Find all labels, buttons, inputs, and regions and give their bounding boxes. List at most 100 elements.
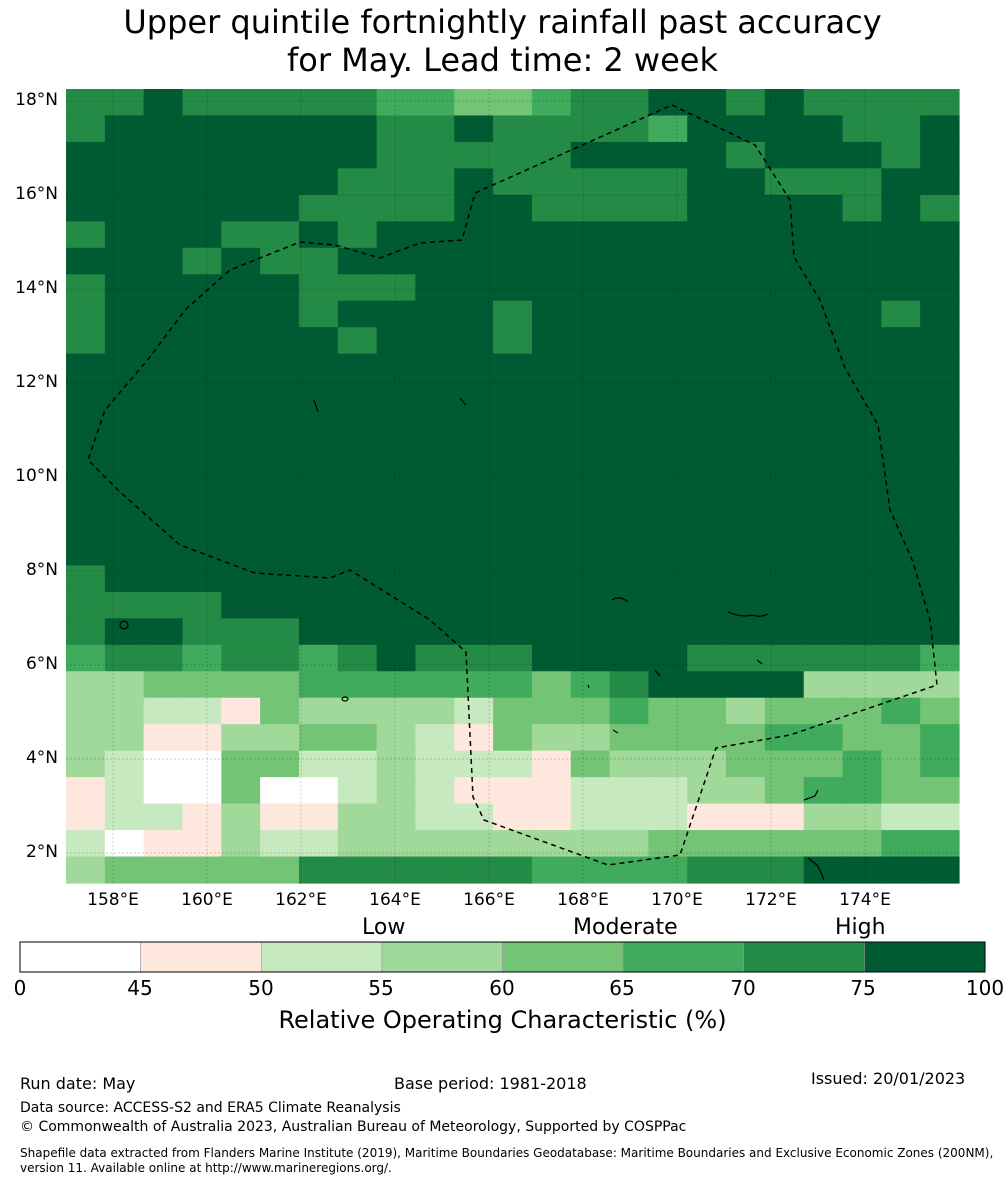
grid-cell	[66, 141, 106, 169]
grid-cell	[493, 777, 533, 805]
grid-cell	[66, 406, 106, 434]
grid-cell	[570, 274, 611, 302]
grid-cell	[337, 406, 378, 434]
grid-cell	[764, 777, 805, 805]
grid-cell	[726, 433, 766, 461]
grid-cell	[143, 89, 184, 117]
grid-cell	[221, 591, 261, 619]
grid-cell	[376, 300, 417, 328]
grid-cell	[260, 538, 300, 566]
grid-cell	[570, 724, 611, 752]
grid-cell	[920, 750, 960, 778]
grid-cell	[609, 803, 649, 831]
grid-cell	[260, 591, 300, 619]
grid-cell	[260, 697, 300, 725]
grid-cell	[182, 141, 222, 169]
grid-cell	[726, 353, 766, 381]
grid-cell	[609, 168, 649, 196]
colorbar-tick: 75	[850, 976, 876, 1000]
grid-cell	[221, 433, 261, 461]
grid-cell	[531, 353, 572, 381]
grid-cell	[415, 89, 455, 117]
grid-cell	[493, 115, 533, 143]
grid-cell	[726, 168, 766, 196]
grid-cell	[415, 141, 455, 169]
grid-cell	[764, 459, 805, 487]
grid-cell	[337, 697, 378, 725]
grid-cell	[881, 406, 921, 434]
grid-cell	[415, 353, 455, 381]
grid-cell	[454, 724, 494, 752]
colorbar-segment	[19, 941, 141, 973]
grid-cell	[376, 724, 417, 752]
grid-cell	[66, 750, 106, 778]
grid-cell	[143, 115, 184, 143]
grid-cell	[920, 671, 960, 699]
grid-cell	[260, 380, 300, 408]
grid-cell	[531, 459, 572, 487]
grid-cell	[66, 512, 106, 540]
grid-cell	[881, 247, 921, 275]
grid-cell	[648, 697, 688, 725]
grid-cell	[570, 406, 611, 434]
grid-cell	[182, 459, 222, 487]
grid-cell	[803, 300, 844, 328]
grid-cell	[182, 274, 222, 302]
grid-cell	[687, 380, 727, 408]
grid-cell	[182, 89, 222, 117]
grid-cell	[531, 512, 572, 540]
grid-cell	[842, 194, 882, 222]
grid-cell	[298, 327, 339, 355]
grid-cell	[260, 168, 300, 196]
grid-cell	[337, 353, 378, 381]
grid-cell	[376, 89, 417, 117]
grid-cell	[531, 141, 572, 169]
grid-cell	[182, 380, 222, 408]
grid-cell	[531, 89, 572, 117]
grid-cell	[260, 644, 300, 672]
grid-cell	[298, 141, 339, 169]
grid-cell	[143, 459, 184, 487]
grid-cell	[920, 618, 960, 646]
grid-cell	[337, 750, 378, 778]
grid-cell	[609, 459, 649, 487]
grid-cell	[920, 247, 960, 275]
grid-cell	[454, 830, 494, 858]
grid-cell	[260, 512, 300, 540]
grid-cell	[803, 618, 844, 646]
grid-cell	[687, 856, 727, 884]
grid-cell	[337, 115, 378, 143]
grid-cell	[920, 803, 960, 831]
grid-cell	[104, 644, 145, 672]
grid-cell	[415, 327, 455, 355]
grid-cell	[726, 591, 766, 619]
grid-cell	[609, 724, 649, 752]
grid-cell	[221, 380, 261, 408]
lat-label: 2°N	[25, 842, 58, 862]
grid-cell	[687, 486, 727, 514]
grid-cell	[842, 697, 882, 725]
grid-cell	[803, 247, 844, 275]
grid-cell	[842, 856, 882, 884]
grid-cell	[454, 433, 494, 461]
grid-cell	[764, 830, 805, 858]
grid-cell	[221, 459, 261, 487]
grid-cell	[803, 168, 844, 196]
grid-cell	[66, 247, 106, 275]
category-moderate-label: Moderate	[573, 915, 678, 940]
grid-cell	[143, 697, 184, 725]
grid-cell	[415, 194, 455, 222]
grid-cell	[493, 486, 533, 514]
grid-cell	[687, 194, 727, 222]
grid-cell	[570, 512, 611, 540]
grid-cell	[531, 221, 572, 249]
grid-cell	[842, 830, 882, 858]
grid-cell	[454, 486, 494, 514]
grid-cell	[687, 724, 727, 752]
grid-cell	[493, 565, 533, 593]
grid-cell	[337, 221, 378, 249]
colorbar-tick: 45	[127, 976, 153, 1000]
grid-cell	[803, 194, 844, 222]
grid-cell	[221, 777, 261, 805]
grid-cell	[376, 194, 417, 222]
